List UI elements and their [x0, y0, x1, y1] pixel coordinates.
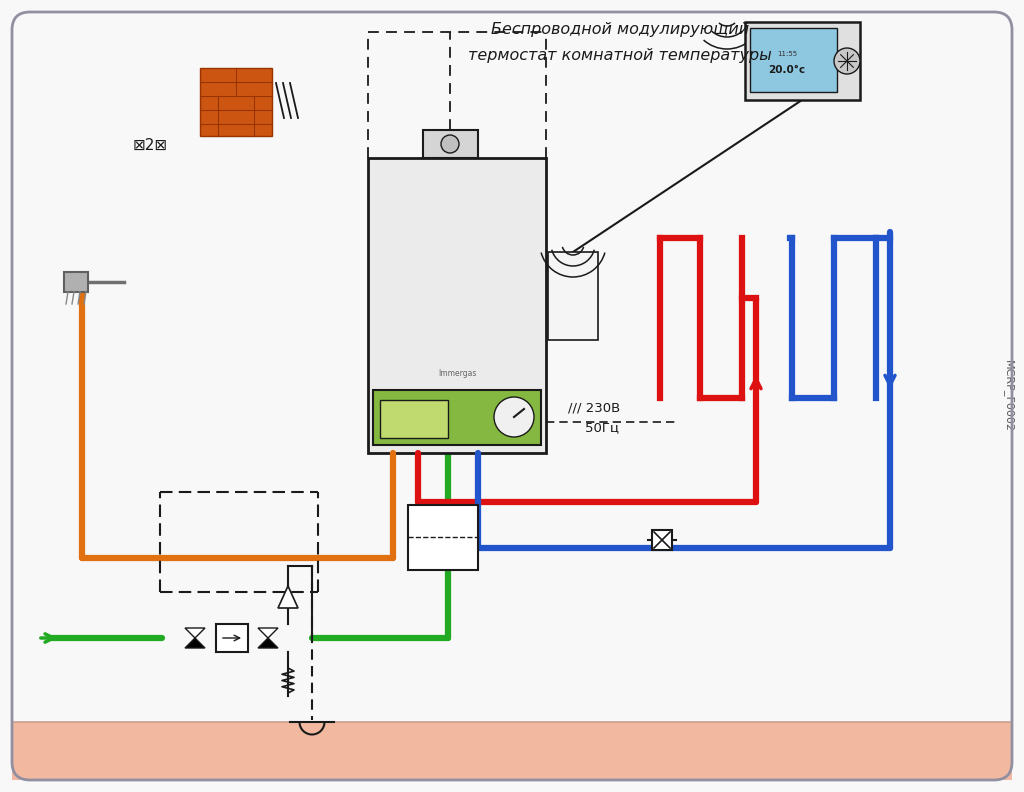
Polygon shape — [278, 586, 298, 608]
Circle shape — [441, 135, 459, 153]
Text: Immergas: Immergas — [438, 368, 476, 378]
Polygon shape — [258, 628, 278, 638]
Bar — [216, 624, 248, 652]
Circle shape — [494, 397, 534, 437]
Bar — [652, 530, 672, 550]
Bar — [548, 252, 598, 340]
Text: /// 230В: /// 230В — [568, 402, 621, 414]
Text: Беспроводной модулирующий: Беспроводной модулирующий — [490, 22, 750, 37]
Polygon shape — [185, 628, 205, 638]
Bar — [200, 68, 272, 136]
Bar — [12, 722, 1012, 780]
Text: 11:55: 11:55 — [777, 51, 797, 57]
Text: 20.0°c: 20.0°c — [768, 65, 806, 75]
Bar — [373, 390, 541, 445]
Bar — [380, 400, 449, 438]
Bar — [423, 130, 478, 158]
Polygon shape — [185, 638, 205, 648]
Bar — [368, 158, 546, 453]
Bar — [745, 22, 860, 100]
Text: 50Гц: 50Гц — [568, 421, 618, 435]
Bar — [65, 272, 88, 292]
Polygon shape — [258, 638, 278, 648]
Text: MCRP_F0002: MCRP_F0002 — [1002, 360, 1014, 432]
Bar — [750, 28, 837, 92]
Text: ⊠2⊠: ⊠2⊠ — [132, 138, 168, 153]
Text: термостат комнатной температуры: термостат комнатной температуры — [468, 48, 772, 63]
Circle shape — [834, 48, 860, 74]
Bar — [408, 505, 478, 570]
